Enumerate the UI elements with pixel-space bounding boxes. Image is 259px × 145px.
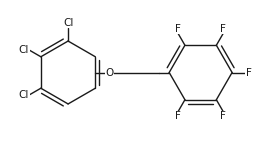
Text: Cl: Cl bbox=[63, 18, 73, 28]
Text: F: F bbox=[220, 111, 226, 121]
Text: F: F bbox=[175, 24, 181, 34]
Text: F: F bbox=[246, 68, 251, 77]
Text: Cl: Cl bbox=[19, 45, 29, 55]
Text: Cl: Cl bbox=[19, 90, 29, 100]
Text: F: F bbox=[220, 24, 226, 34]
Text: O: O bbox=[105, 68, 113, 77]
Text: F: F bbox=[175, 111, 181, 121]
